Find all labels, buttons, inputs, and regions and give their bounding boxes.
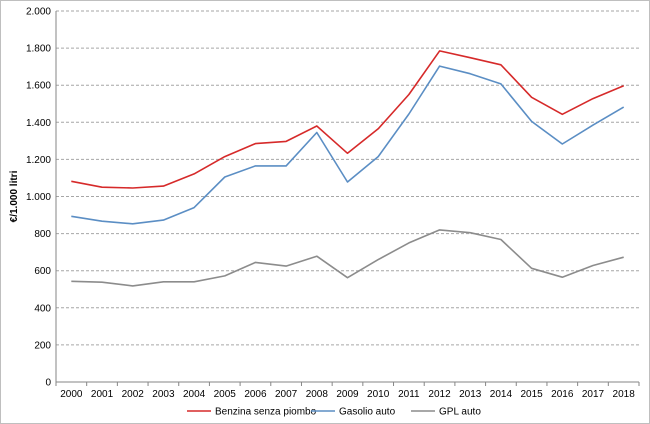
series-line [71,229,624,287]
y-tick-label: 400 [34,303,51,314]
x-tick-label: 2008 [306,389,329,400]
y-tick-label: 1.800 [26,44,51,55]
series-line [71,65,625,225]
y-tick-label: 600 [34,266,51,277]
x-tick-label: 2013 [459,389,482,400]
x-tick-label: 2016 [551,389,574,400]
y-tick-label: 800 [34,229,51,240]
x-tick-label: 2017 [582,389,605,400]
x-tick-label: 2004 [183,389,206,400]
y-tick-label: 1.200 [26,155,51,166]
x-tick-label: 2002 [122,389,145,400]
x-tick-label: 2018 [613,389,636,400]
y-tick-label: 2.000 [26,7,51,18]
x-tick-label: 2009 [336,389,359,400]
y-tick-label: 1.400 [26,118,51,129]
x-tick-label: 2011 [398,389,420,400]
x-tick-label: 2003 [152,389,175,400]
series-line [71,50,625,189]
x-tick-label: 2012 [428,389,451,400]
x-tick-label: 2005 [214,389,237,400]
x-tick-label: 2000 [60,389,83,400]
y-tick-label: 0 [45,378,51,389]
x-tick-label: 2007 [275,389,298,400]
legend-label: Gasolio auto [339,407,396,418]
x-tick-label: 2006 [244,389,267,400]
x-tick-label: 2001 [91,389,114,400]
y-tick-label: 1.000 [26,192,51,203]
y-tick-label: 200 [34,340,51,351]
x-tick-label: 2014 [490,389,513,400]
y-axis-label: €/1.000 litri [9,170,20,222]
x-tick-label: 2015 [520,389,543,400]
legend-label: Benzina senza piombo [215,407,317,418]
y-tick-label: 1.600 [26,81,51,92]
x-tick-label: 2010 [367,389,390,400]
legend-label: GPL auto [439,407,481,418]
